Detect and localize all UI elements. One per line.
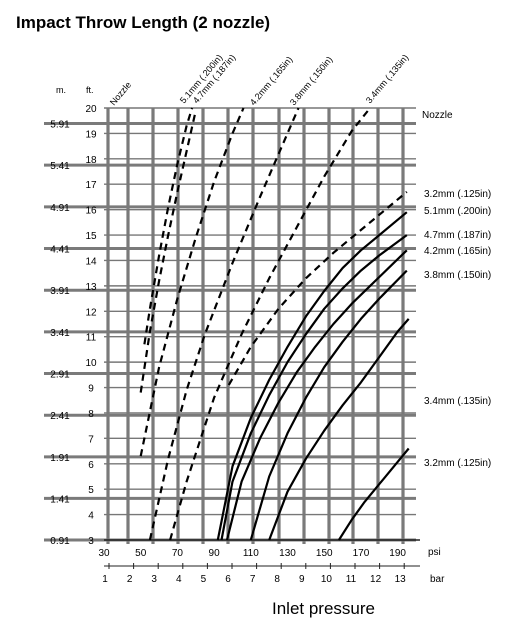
y-unit-ft: ft.	[86, 85, 94, 95]
bar-tick-label: 5	[201, 574, 207, 585]
solid-label: 3.2mm (.125in)	[424, 189, 491, 200]
ft-tick-label: 18	[85, 155, 97, 166]
bar-unit: bar	[430, 574, 445, 585]
grid	[44, 107, 420, 567]
psi-tick-label: 50	[135, 548, 147, 559]
bar-tick-label: 13	[395, 574, 407, 585]
psi-tick-label: 110	[243, 548, 259, 559]
psi-tick-label: 150	[316, 548, 333, 559]
bar-tick-label: 8	[274, 574, 280, 585]
m-tick-label: 0.91	[50, 536, 70, 547]
dashed-label: 3.4mm (.135in)	[364, 52, 411, 105]
bar-tick-label: 12	[370, 574, 382, 585]
ft-tick-label: 12	[85, 307, 97, 318]
series-line-dashed-3-4mm-135in	[169, 107, 371, 541]
bar-tick-label: 7	[250, 574, 256, 585]
ft-tick-label: 9	[88, 384, 94, 395]
nozzle-header-solid: Nozzle	[422, 110, 453, 121]
psi-tick-label: 190	[389, 548, 406, 559]
m-tick-label: 3.91	[50, 286, 70, 297]
series-line-solid-3-4mm-135in	[268, 318, 410, 541]
bar-tick-label: 6	[225, 574, 231, 585]
solid-label: 5.1mm (.200in)	[424, 206, 491, 217]
ft-tick-label: 7	[88, 434, 94, 445]
bar-tick-label: 11	[346, 574, 357, 585]
series-line-solid-4-7mm-187in	[220, 234, 408, 541]
m-tick-label: 5.91	[50, 120, 70, 131]
m-tick-label: 4.91	[50, 203, 70, 214]
ft-tick-label: 16	[85, 206, 97, 217]
psi-unit: psi	[428, 547, 441, 558]
series-line-solid-3-2mm-125in	[337, 447, 410, 541]
series-line-solid-3-8mm-150in	[249, 269, 408, 541]
solid-label: 4.2mm (.165in)	[424, 246, 491, 257]
ft-tick-label: 3	[88, 536, 94, 547]
m-tick-label: 4.41	[50, 245, 70, 256]
ft-tick-label: 15	[85, 231, 97, 242]
series-line-dashed-4-2mm-165in	[139, 107, 245, 457]
psi-tick-label: 130	[279, 548, 296, 559]
ft-tick-label: 6	[88, 460, 94, 471]
ft-tick-label: 10	[85, 358, 97, 369]
nozzle-header-dashed: Nozzle	[108, 80, 133, 108]
ft-tick-label: 19	[85, 129, 97, 140]
psi-tick-label: 70	[172, 548, 184, 559]
dashed-label: 3.8mm (.150in)	[288, 54, 335, 107]
solid-label: 3.8mm (.150in)	[424, 270, 491, 281]
y-unit-m: m.	[56, 85, 66, 95]
ft-tick-label: 17	[85, 180, 97, 191]
series-line-solid-4-2mm-165in	[225, 249, 408, 541]
series-line-dashed-3-2mm-125in	[227, 191, 408, 386]
bar-tick-label: 3	[151, 574, 157, 585]
m-tick-label: 1.91	[50, 453, 70, 464]
dashed-label: 4.2mm (.165in)	[248, 54, 295, 107]
y-ticks: 3 4 5 6 7 8 9 10 11 12 13 14 15 16 17 18 19 20 0.91 1.41 1.9…	[50, 104, 97, 547]
ft-tick-label: 11	[86, 333, 97, 344]
ft-tick-label: 5	[88, 485, 94, 496]
series-line-dashed-5-1mm-200in	[143, 107, 194, 345]
bar-tick-label: 9	[299, 574, 305, 585]
psi-tick-label: 90	[209, 548, 221, 559]
m-tick-label: 1.41	[50, 494, 70, 505]
m-tick-label: 3.41	[50, 328, 70, 339]
x-axis-label: Inlet pressure	[272, 599, 375, 618]
m-tick-label: 5.41	[50, 161, 70, 172]
bar-tick-label: 10	[321, 574, 333, 585]
series-line-dashed-3-8mm-150in	[148, 107, 300, 541]
chart-title: Impact Throw Length (2 nozzle)	[16, 13, 270, 32]
m-tick-label: 2.41	[50, 411, 70, 422]
psi-tick-label: 30	[98, 548, 110, 559]
bar-tick-label: 4	[176, 574, 182, 585]
ft-tick-label: 14	[85, 256, 97, 267]
m-tick-label: 2.91	[50, 370, 70, 381]
bar-tick-label: 2	[127, 574, 133, 585]
ft-tick-label: 13	[85, 282, 97, 293]
solid-label: 3.4mm (.135in)	[424, 396, 491, 407]
solid-label: 4.7mm (.187in)	[424, 230, 491, 241]
ft-tick-label: 4	[88, 511, 94, 522]
series-line-dashed-4-7mm-187in	[139, 110, 197, 393]
bar-tick-label: 1	[102, 574, 108, 585]
ft-tick-label: 8	[88, 409, 94, 420]
psi-tick-label: 170	[353, 548, 370, 559]
ft-tick-label: 20	[85, 104, 97, 115]
solid-label: 3.2mm (.125in)	[424, 458, 491, 469]
series-lines	[139, 107, 410, 541]
series-line-solid-5-1mm-200in	[216, 211, 408, 541]
